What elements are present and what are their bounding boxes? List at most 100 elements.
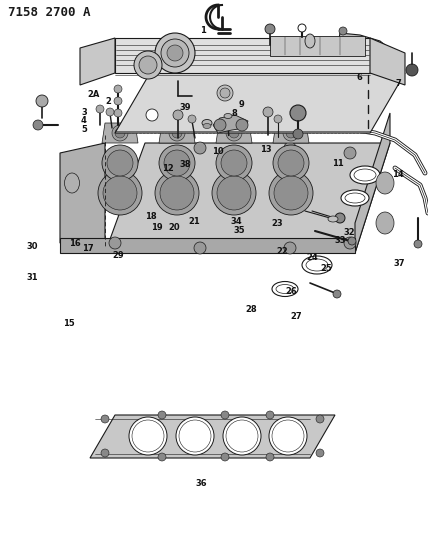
Circle shape [114, 97, 122, 105]
Polygon shape [60, 143, 105, 243]
Circle shape [114, 85, 122, 93]
Text: 39: 39 [179, 103, 190, 112]
Text: 9: 9 [239, 100, 245, 109]
Circle shape [406, 64, 418, 76]
Circle shape [283, 125, 299, 141]
Ellipse shape [341, 190, 369, 206]
Circle shape [115, 128, 125, 138]
Circle shape [344, 147, 356, 159]
Ellipse shape [276, 285, 294, 294]
Circle shape [176, 417, 214, 455]
Text: 35: 35 [234, 226, 246, 235]
Circle shape [223, 417, 261, 455]
Circle shape [293, 129, 303, 139]
Ellipse shape [376, 212, 394, 234]
Polygon shape [348, 41, 385, 83]
Circle shape [290, 105, 306, 121]
Ellipse shape [354, 169, 376, 181]
Circle shape [272, 420, 304, 452]
Text: 34: 34 [230, 217, 242, 226]
Text: 2A: 2A [87, 91, 99, 99]
Polygon shape [90, 415, 335, 458]
Polygon shape [335, 33, 400, 93]
Circle shape [333, 290, 341, 298]
Text: 38: 38 [179, 160, 190, 168]
Circle shape [348, 237, 356, 245]
Circle shape [316, 449, 324, 457]
Circle shape [134, 51, 162, 79]
Circle shape [132, 420, 164, 452]
Text: 22: 22 [276, 247, 288, 256]
Circle shape [109, 237, 121, 249]
Circle shape [106, 108, 114, 116]
Text: 2: 2 [105, 97, 111, 106]
Ellipse shape [65, 173, 80, 193]
Text: 4: 4 [81, 117, 87, 125]
Circle shape [194, 142, 206, 154]
Text: 21: 21 [189, 217, 201, 226]
Circle shape [286, 128, 296, 138]
Ellipse shape [203, 124, 211, 128]
Ellipse shape [328, 216, 338, 222]
Text: 31: 31 [26, 273, 38, 281]
Circle shape [414, 240, 422, 248]
Circle shape [101, 415, 109, 423]
Circle shape [266, 453, 274, 461]
Text: 6: 6 [357, 73, 363, 82]
Ellipse shape [350, 166, 380, 184]
Text: 25: 25 [320, 264, 332, 273]
Circle shape [36, 95, 48, 107]
Circle shape [221, 453, 229, 461]
Circle shape [212, 171, 256, 215]
Circle shape [386, 56, 394, 64]
Circle shape [161, 39, 189, 67]
Text: 3: 3 [81, 109, 87, 117]
Circle shape [98, 171, 142, 215]
Circle shape [316, 415, 324, 423]
Circle shape [172, 128, 182, 138]
Polygon shape [355, 113, 390, 253]
Circle shape [221, 411, 229, 419]
Circle shape [96, 105, 104, 113]
Ellipse shape [345, 193, 365, 203]
Text: 30: 30 [27, 243, 38, 251]
Text: 7158 2700 A: 7158 2700 A [8, 6, 90, 20]
Circle shape [112, 125, 128, 141]
Text: 32: 32 [343, 229, 355, 237]
Circle shape [158, 453, 166, 461]
Circle shape [273, 145, 309, 181]
Polygon shape [216, 123, 252, 143]
Text: 26: 26 [285, 287, 297, 295]
Circle shape [216, 145, 252, 181]
Circle shape [194, 242, 206, 254]
Circle shape [269, 171, 313, 215]
Text: 18: 18 [145, 213, 157, 221]
Circle shape [278, 150, 304, 176]
Text: 11: 11 [332, 159, 344, 168]
Circle shape [103, 176, 137, 210]
Circle shape [284, 142, 296, 154]
Text: 28: 28 [245, 305, 257, 313]
Text: 16: 16 [69, 239, 81, 248]
Circle shape [266, 411, 274, 419]
Polygon shape [60, 238, 355, 253]
Text: 27: 27 [291, 312, 303, 320]
Ellipse shape [302, 256, 332, 274]
Circle shape [155, 33, 195, 73]
Text: 37: 37 [393, 259, 404, 268]
Circle shape [101, 449, 109, 457]
Circle shape [236, 119, 248, 131]
Circle shape [274, 115, 282, 123]
Circle shape [129, 417, 167, 455]
Circle shape [269, 417, 307, 455]
Circle shape [335, 213, 345, 223]
Text: 17: 17 [82, 245, 94, 253]
Polygon shape [273, 123, 309, 143]
Text: 36: 36 [195, 480, 207, 488]
Ellipse shape [305, 34, 315, 48]
Text: 1: 1 [200, 27, 206, 35]
Ellipse shape [202, 119, 212, 126]
Circle shape [339, 27, 347, 35]
Circle shape [160, 176, 194, 210]
Text: 24: 24 [306, 253, 318, 262]
